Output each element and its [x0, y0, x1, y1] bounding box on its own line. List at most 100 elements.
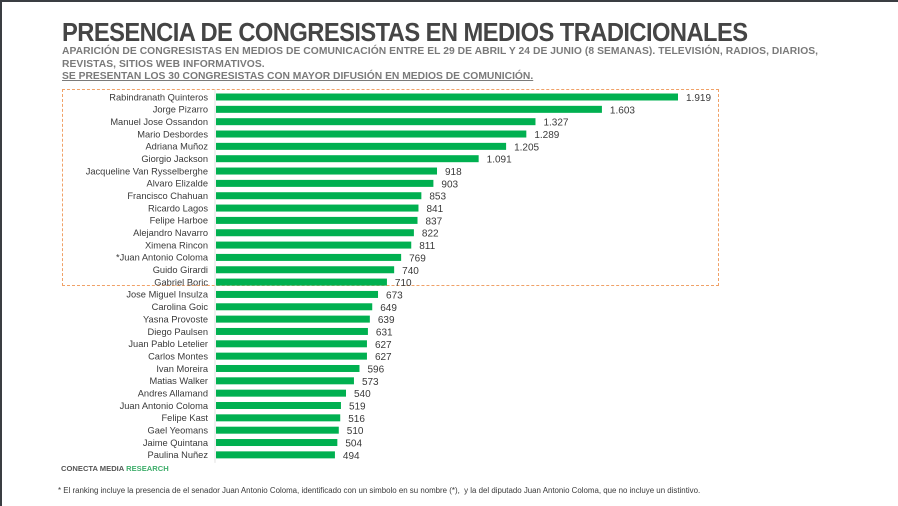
bar: [216, 340, 367, 348]
bar: [216, 118, 536, 126]
data-label: 853: [429, 192, 446, 203]
data-label: 811: [419, 241, 435, 252]
bar: [216, 142, 507, 150]
data-label: 494: [343, 451, 360, 462]
category-label: Francisco Chahuan: [127, 191, 208, 201]
data-label: 627: [375, 340, 392, 351]
data-label: 1.091: [487, 155, 512, 166]
data-label: 903: [441, 179, 458, 190]
category-label: Rabindranath Quinteros: [109, 92, 208, 102]
data-label: 837: [426, 216, 443, 227]
chart-title: PRESENCIA DE CONGRESISTAS EN MEDIOS TRAD…: [62, 19, 748, 47]
data-label: 822: [422, 229, 439, 240]
category-label: Jacqueline Van Rysselberghe: [86, 166, 208, 176]
data-label: 740: [402, 266, 419, 277]
data-label: 510: [347, 426, 364, 437]
category-label: Paulina Nuñez: [148, 450, 209, 460]
category-label: Ricardo Lagos: [148, 203, 208, 213]
chart-note: SE PRESENTAN LOS 30 CONGRESISTAS CON MAY…: [62, 71, 534, 82]
bar: [216, 179, 434, 187]
data-label: 918: [445, 167, 462, 178]
data-label: 540: [354, 389, 371, 400]
source-name: CONECTA MEDIA: [61, 464, 124, 473]
data-label: 649: [380, 303, 397, 314]
category-label: Carlos Montes: [148, 351, 208, 361]
bar: [216, 278, 387, 286]
bar: [216, 253, 402, 261]
data-label: 1.205: [514, 142, 539, 153]
bar: [216, 303, 373, 311]
bar: [216, 290, 379, 298]
data-label: 1.919: [686, 93, 711, 104]
category-label: Juan Antonio Coloma: [120, 401, 209, 411]
bar: [216, 426, 339, 434]
bar: [216, 451, 335, 459]
bar: [216, 130, 527, 138]
bar: [216, 266, 395, 274]
category-label: Jorge Pizarro: [153, 105, 208, 115]
bar: [216, 229, 414, 237]
category-label: Adriana Muñoz: [145, 142, 208, 152]
category-label: Yasna Provoste: [143, 314, 208, 324]
category-label: Alejandro Navarro: [133, 228, 208, 238]
bar: [216, 93, 678, 101]
category-label: Felipe Harboe: [150, 216, 208, 226]
data-label: 769: [409, 253, 426, 264]
bar: [216, 364, 360, 372]
bar: [216, 389, 347, 397]
category-label: Matias Walker: [149, 376, 208, 386]
window-frame-top: [0, 0, 898, 2]
window-frame-left: [0, 0, 2, 506]
category-label: Jose Miguel Insulza: [126, 290, 208, 300]
chart-subtitle: APARICIÓN DE CONGRESISTAS EN MEDIOS DE C…: [62, 46, 819, 70]
data-label: 519: [349, 402, 366, 413]
category-label: Manuel Jose Ossandon: [110, 117, 208, 127]
data-label: 710: [395, 278, 412, 289]
data-label: 573: [362, 377, 379, 388]
bar: [216, 377, 354, 385]
category-label: Diego Paulsen: [148, 327, 208, 337]
category-label: Ivan Moreira: [156, 364, 208, 374]
bar: [216, 414, 341, 422]
data-label: 504: [345, 439, 362, 450]
category-label: Alvaro Elizalde: [147, 179, 209, 189]
category-label: Jaime Quintana: [143, 438, 209, 448]
bar: [216, 192, 422, 200]
footnote: * El ranking incluye la presencia de el …: [58, 486, 701, 495]
category-label: Ximena Rincon: [145, 240, 208, 250]
bar: [216, 204, 419, 212]
data-label: 627: [375, 352, 392, 363]
category-label: Giorgio Jackson: [141, 154, 208, 164]
category-label: Felipe Kast: [161, 413, 208, 423]
data-label: 841: [426, 204, 443, 215]
category-label: Gael Yeomans: [148, 425, 209, 435]
bar: [216, 155, 479, 163]
data-label: 1.327: [543, 118, 568, 129]
top-group-highlight-box: [62, 89, 719, 286]
data-label: 639: [378, 315, 395, 326]
category-label: Gabriel Boric: [154, 277, 208, 287]
bar: [216, 105, 602, 113]
category-label: Andres Allamand: [138, 388, 208, 398]
bar: [216, 241, 412, 249]
category-label: Guido Girardi: [153, 265, 208, 275]
bar: [216, 352, 367, 360]
data-label: 673: [386, 290, 403, 301]
category-label: Juan Pablo Letelier: [128, 339, 208, 349]
data-label: 1.603: [610, 105, 635, 116]
data-label: 1.289: [534, 130, 559, 141]
bar: [216, 327, 368, 335]
source-accent: RESEARCH: [126, 464, 169, 473]
bar: [216, 402, 341, 409]
category-label: Carolina Goic: [152, 302, 209, 312]
data-label: 596: [367, 364, 384, 375]
bar: [216, 216, 418, 224]
category-label: Mario Desbordes: [137, 129, 208, 139]
data-label: 516: [348, 414, 365, 425]
bars-group: Rabindranath Quinteros 1.919 Jorge Pizarro…: [86, 92, 712, 462]
bar: [216, 315, 370, 323]
category-label: *Juan Antonio Coloma: [116, 253, 209, 263]
bar: [216, 439, 338, 447]
source-credit: CONECTA MEDIA RESEARCH: [61, 464, 169, 473]
